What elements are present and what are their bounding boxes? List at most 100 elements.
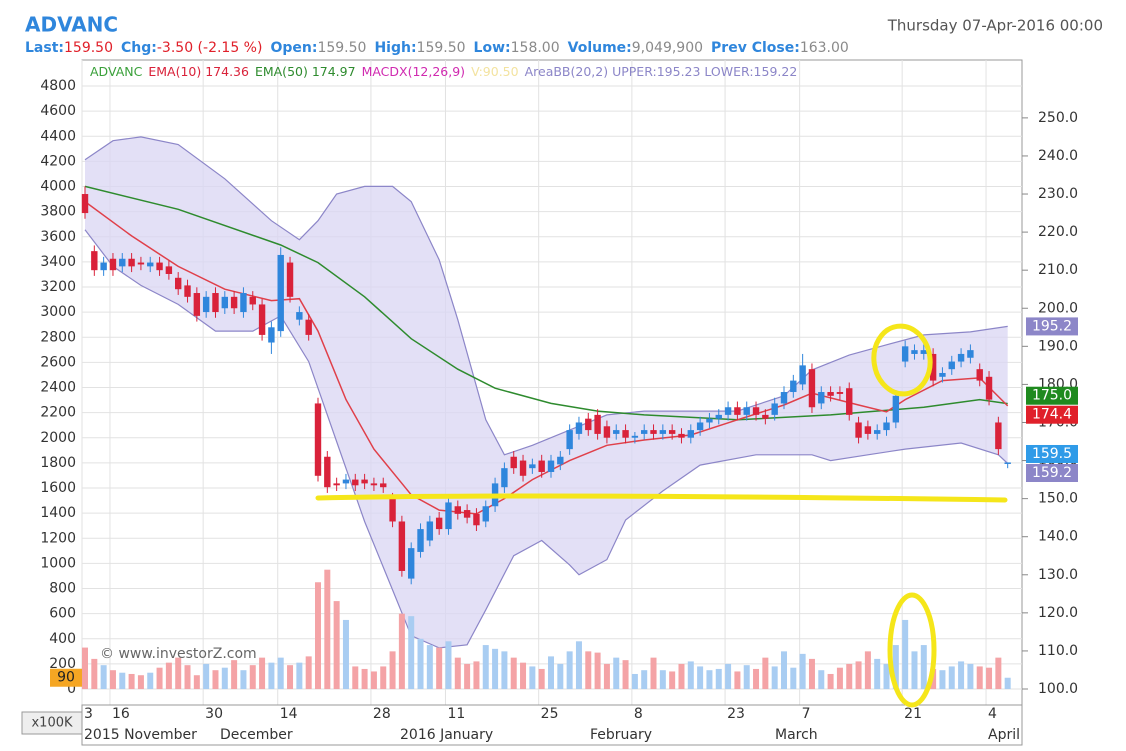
volume-bar — [259, 657, 266, 690]
candle-body — [426, 521, 434, 541]
candle-body — [184, 285, 191, 297]
candle-body — [445, 502, 452, 530]
volume-bar — [464, 663, 471, 690]
y2-tick-label: 2600 — [40, 354, 76, 370]
volume-bar — [184, 665, 191, 690]
volume-bar — [659, 670, 666, 690]
stat-value: 159.50 — [64, 40, 113, 56]
stat-value: 9,049,900 — [632, 40, 703, 56]
y2-tick-label: 3800 — [40, 204, 76, 220]
volume-bar — [948, 666, 955, 690]
candle-body — [948, 361, 955, 370]
volume-bar — [920, 645, 927, 690]
candle-body — [566, 430, 573, 450]
x-tick-label: 28 — [373, 706, 391, 722]
candle-body — [724, 407, 732, 415]
candle-body — [277, 254, 284, 332]
candle-body — [846, 388, 853, 415]
candle-body — [613, 430, 620, 434]
y2-tick-label: 3400 — [40, 254, 76, 270]
volume-bar — [781, 651, 787, 690]
volume-bars — [82, 569, 1011, 690]
band-upper — [84, 136, 1008, 456]
y2-tick-label: 0 — [67, 681, 76, 697]
band-lower — [84, 229, 1009, 649]
volume-bar — [231, 660, 238, 690]
candle-body — [435, 517, 443, 530]
month-label: December — [220, 727, 293, 743]
candle-body — [696, 422, 704, 431]
candle-body — [715, 414, 722, 419]
candle-body — [389, 498, 396, 522]
stat-label: Last: — [25, 40, 64, 56]
y2-tick-label: 3600 — [40, 229, 76, 245]
stat-label: High: — [374, 40, 416, 56]
candle-body — [892, 395, 900, 423]
volume-bar — [548, 656, 554, 690]
candle-body — [417, 529, 424, 552]
x-tick-label: 11 — [447, 706, 465, 722]
volume-bar — [986, 667, 993, 690]
stats-line: Last:159.50 Chg:-3.50 (-2.15 %) Open:159.5… — [25, 40, 849, 56]
candle-body — [622, 430, 629, 438]
volume-bar — [958, 661, 965, 690]
stat-label: Volume: — [568, 40, 632, 56]
volume-bar — [249, 665, 256, 690]
candle-body — [976, 369, 983, 381]
date-label: Thursday 07-Apr-2016 00:00 — [887, 17, 1103, 35]
volume-bar — [417, 638, 424, 690]
price-tag-label: 159.2 — [1032, 465, 1072, 481]
candle-body — [314, 403, 322, 476]
price-tag — [1026, 317, 1078, 336]
volume-bar — [818, 670, 825, 690]
x-tick-label: 7 — [802, 706, 811, 722]
volume-bar — [137, 675, 144, 690]
volume-bar — [762, 657, 769, 690]
volume-bar — [976, 666, 983, 690]
legend-entry: ADVANC — [90, 64, 143, 79]
candle-body — [147, 262, 154, 267]
candle-body — [249, 296, 256, 305]
bollinger-band — [84, 136, 1009, 649]
candle-body — [995, 422, 1002, 450]
volume-bar — [408, 616, 415, 690]
volume-bar — [370, 671, 377, 690]
watermark: © www.investorZ.com — [100, 646, 257, 662]
candle-body — [901, 346, 909, 362]
candle-body — [333, 483, 340, 486]
volume-bar — [799, 653, 806, 690]
y2-tick-label: 4400 — [40, 128, 76, 144]
y2-tick-label: 200 — [49, 656, 76, 672]
y-tick-label: 250.0 — [1038, 110, 1078, 126]
candle-body — [463, 510, 471, 518]
stat-value: 159.50 — [417, 40, 466, 56]
volume-bar — [296, 662, 303, 690]
candle-body — [967, 350, 974, 358]
volume-bar — [426, 645, 433, 690]
stat-label: Chg: — [121, 40, 157, 56]
price-tag — [1026, 444, 1078, 463]
candle-body — [668, 430, 676, 434]
volume-bar — [82, 647, 88, 690]
y2-tick-label: 3200 — [40, 279, 76, 295]
candle-body — [342, 479, 350, 484]
candle-body — [286, 262, 294, 297]
volume-bar — [743, 665, 750, 690]
volume-bar — [575, 641, 582, 690]
volume-bar — [119, 672, 126, 690]
y-tick-label: 190.0 — [1038, 338, 1078, 354]
candle-body — [165, 266, 173, 274]
candle-body — [305, 319, 312, 335]
candle-body — [631, 435, 639, 438]
volume-bar — [650, 657, 657, 690]
volume-bar — [725, 663, 732, 690]
stat-value: 163.00 — [800, 40, 849, 56]
price-tag — [1026, 405, 1078, 424]
volume-bar — [277, 657, 284, 690]
volume-bar — [109, 670, 116, 690]
volume-bar — [669, 671, 676, 690]
volume-bar — [287, 665, 294, 690]
x-tick-label: 4 — [988, 706, 997, 722]
legend-entry: V:90.50 — [471, 64, 519, 79]
